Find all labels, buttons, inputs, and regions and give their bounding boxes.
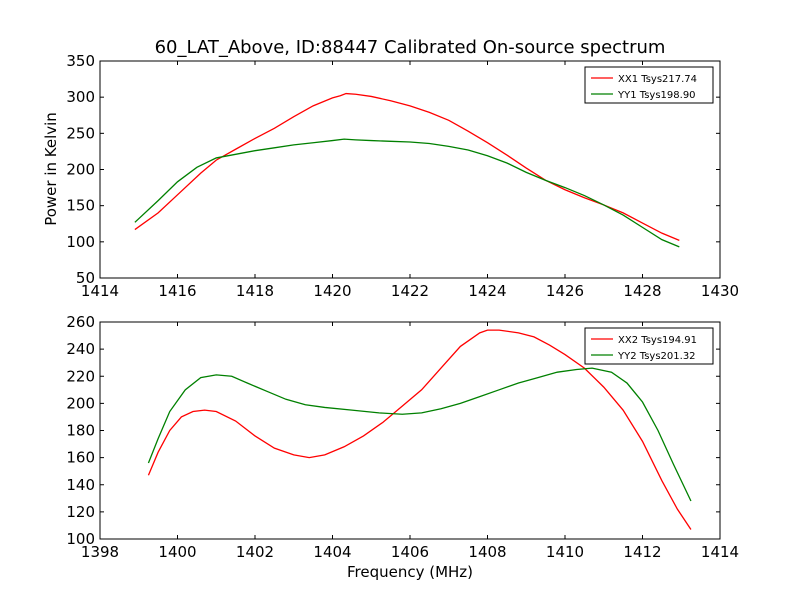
series-line-bottom-0	[147, 329, 692, 530]
series-line-top-0	[134, 92, 680, 241]
y-tick-label: 120	[66, 503, 95, 521]
legend-label: YY2 Tsys201.32	[617, 351, 696, 362]
y-tick-label: 100	[66, 530, 95, 548]
y-tick-label: 140	[66, 476, 95, 494]
x-tick-label: 1430	[701, 282, 739, 300]
x-tick-label: 1402	[236, 543, 274, 561]
y-tick-label: 300	[66, 88, 95, 106]
y-tick-label: 150	[66, 197, 95, 215]
legend-label: YY1 Tsys198.90	[617, 90, 696, 101]
y-tick-label: 200	[66, 394, 95, 412]
x-tick-label: 1406	[391, 543, 429, 561]
x-tick-label: 1408	[468, 543, 506, 561]
x-tick-label: 1418	[236, 282, 274, 300]
x-tick-label: 1398	[81, 543, 119, 561]
y-tick-label: 160	[66, 449, 95, 467]
y-tick-label: 250	[66, 124, 95, 142]
x-tick-label: 1412	[623, 543, 661, 561]
x-tick-label: 1420	[313, 282, 351, 300]
x-tick-label: 1414	[701, 543, 739, 561]
subplot-top-ylabel: Power in Kelvin	[42, 112, 60, 226]
x-tick-label: 1410	[546, 543, 584, 561]
legend-bottom: XX2 Tsys194.91 YY2 Tsys201.32	[584, 327, 714, 365]
legend-box	[584, 327, 714, 365]
x-tick-label: 1416	[158, 282, 196, 300]
figure-title: 60_LAT_Above, ID:88447 Calibrated On-sou…	[155, 37, 666, 58]
x-tick-label: 1404	[313, 543, 351, 561]
x-tick-label: 1414	[81, 282, 119, 300]
y-tick-label: 200	[66, 161, 95, 179]
y-tick-label: 240	[66, 340, 95, 358]
legend-top: XX1 Tsys217.74 YY1 Tsys198.90	[584, 66, 714, 104]
series-line-bottom-1	[147, 367, 692, 502]
y-tick-label: 100	[66, 233, 95, 251]
x-tick-label: 1428	[623, 282, 661, 300]
x-tick-label: 1422	[391, 282, 429, 300]
subplot-bottom-xlabel: Frequency (MHz)	[347, 563, 473, 581]
legend-box	[584, 66, 714, 104]
y-tick-label: 220	[66, 367, 95, 385]
x-tick-label: 1426	[546, 282, 584, 300]
y-tick-label: 50	[76, 269, 95, 287]
subplot-bottom: Frequency (MHz) 1398 1400 1402 1404 1406 1408…	[66, 313, 739, 581]
y-tick-label: 260	[66, 313, 95, 331]
subplot-top: Power in Kelvin 1414 1416 1418 1420 1422 1424…	[42, 52, 739, 300]
x-tick-label: 1424	[468, 282, 506, 300]
y-tick-label: 350	[66, 52, 95, 70]
legend-label: XX1 Tsys217.74	[618, 74, 697, 85]
series-line-top-1	[134, 138, 680, 248]
y-tick-label: 180	[66, 422, 95, 440]
legend-label: XX2 Tsys194.91	[618, 335, 697, 346]
x-tick-label: 1400	[158, 543, 196, 561]
